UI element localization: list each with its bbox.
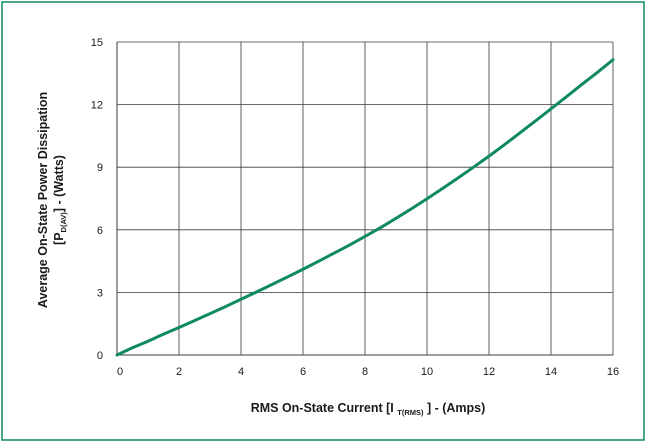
- y-axis-title: Average On-State Power Dissipation [PD(A…: [36, 92, 68, 308]
- y-axis-ticks: 0 3 6 9 12 15: [91, 37, 103, 362]
- x-tick-label: 4: [238, 366, 244, 378]
- x-tick-label: 0: [117, 366, 123, 378]
- x-axis-title-prefix: RMS On-State Current [I: [251, 401, 398, 415]
- x-tick-label: 12: [483, 366, 495, 378]
- y-tick-label: 12: [91, 100, 103, 112]
- y-tick-label: 0: [97, 350, 103, 362]
- y-axis-title-line2: [PD(AV)] - (Watts): [52, 155, 68, 245]
- x-tick-label: 2: [176, 366, 182, 378]
- y-tick-label: 6: [97, 225, 103, 237]
- x-tick-label: 8: [362, 366, 368, 378]
- x-tick-label: 6: [300, 366, 306, 378]
- series-line: [115, 58, 615, 357]
- axes: [116, 42, 613, 356]
- x-tick-label: 14: [545, 366, 557, 378]
- y-axis-title-line1: Average On-State Power Dissipation: [36, 92, 50, 308]
- x-axis-title-subscript: T(RMS): [397, 408, 424, 417]
- y-axis-title-subscript: D(AV): [59, 212, 68, 233]
- y-tick-label: 9: [97, 162, 103, 174]
- grid: [117, 41, 614, 355]
- x-tick-label: 16: [607, 366, 619, 378]
- y-tick-label: 15: [91, 37, 103, 49]
- x-axis-title-suffix: ] - (Amps): [423, 401, 485, 415]
- y-axis-title-line2-prefix: [P: [52, 232, 66, 245]
- x-axis-title: RMS On-State Current [I T(RMS) ] - (Amps…: [251, 401, 486, 417]
- y-axis-title-line2-suffix: ] - (Watts): [52, 155, 66, 212]
- x-tick-label: 10: [421, 366, 433, 378]
- y-tick-label: 3: [97, 287, 103, 299]
- series-group: [115, 58, 615, 357]
- x-axis-ticks: 0 2 4 6 8 10 12 14 16: [117, 366, 619, 378]
